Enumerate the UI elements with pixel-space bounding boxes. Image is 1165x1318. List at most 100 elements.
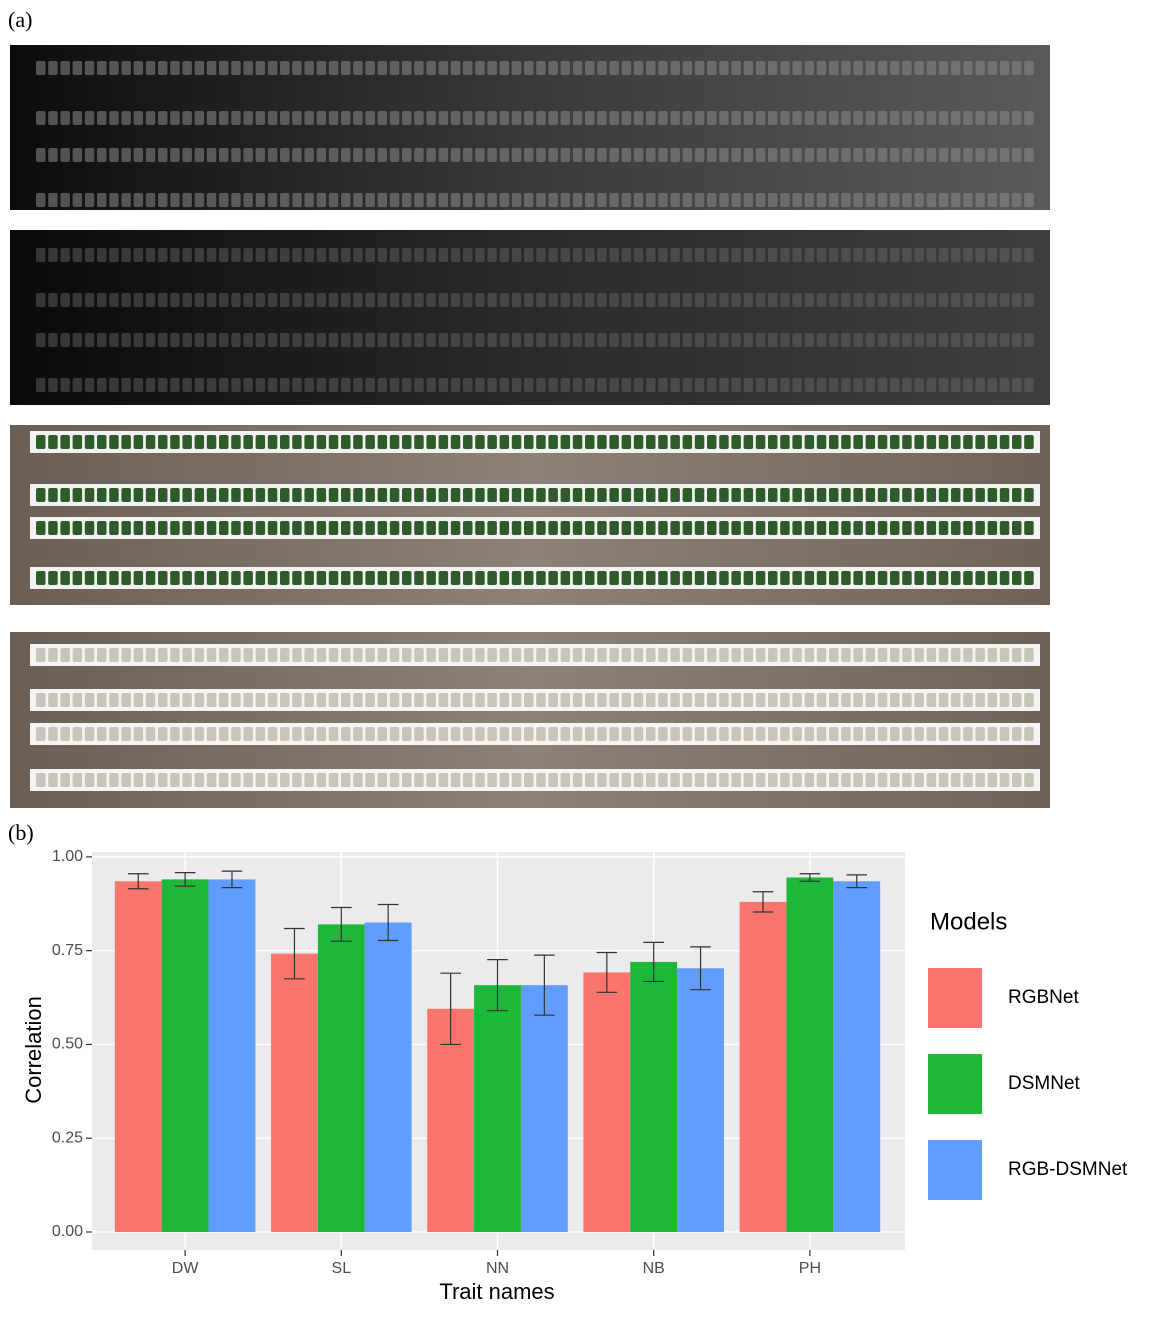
plot-cell — [133, 727, 144, 741]
plot-cell — [316, 435, 327, 449]
plot-cell — [768, 435, 778, 449]
plot-cell — [365, 333, 375, 347]
plot-cell — [951, 727, 961, 741]
plot-cell — [60, 648, 70, 662]
plot-cell — [694, 693, 705, 707]
plot-cell — [182, 148, 192, 162]
plot-cell — [60, 378, 70, 392]
plot-cell — [780, 693, 790, 707]
plot-cell — [426, 148, 436, 162]
plot-cell — [1024, 293, 1034, 307]
plot-cell — [121, 61, 131, 75]
plot-cell — [231, 378, 241, 392]
plot-cell — [365, 193, 375, 207]
plot-cell — [902, 148, 912, 162]
plot-cell — [280, 248, 290, 262]
plot-cell — [145, 61, 156, 75]
plot-cell — [48, 773, 58, 787]
legend-key — [928, 1054, 982, 1114]
plot-cell — [585, 293, 595, 307]
plot-cell — [829, 773, 839, 787]
plot-cell — [853, 488, 863, 502]
plot-cell — [585, 193, 595, 207]
plot-cell — [914, 435, 924, 449]
plot-cell — [463, 61, 473, 75]
plot-cell — [145, 435, 156, 449]
plot-cell — [206, 61, 217, 75]
plot-cell — [707, 333, 717, 347]
panel-label: (b) — [8, 820, 34, 845]
plot-cell — [682, 378, 693, 392]
bar — [583, 972, 631, 1232]
plot-cell — [853, 521, 863, 535]
plot-cell — [926, 148, 937, 162]
plot-cell — [170, 333, 180, 347]
plot-cell — [304, 148, 314, 162]
plot-cell — [731, 333, 741, 347]
plot-cell — [389, 435, 400, 449]
error-bar — [440, 972, 461, 1046]
plot-cell — [633, 293, 644, 307]
plot-cell — [402, 773, 412, 787]
plot-cell — [206, 378, 217, 392]
plot-cell — [365, 648, 375, 662]
plot-cell — [280, 378, 290, 392]
plot-cell — [902, 61, 912, 75]
plot-cell — [951, 193, 961, 207]
plot-cell — [182, 293, 192, 307]
plot-cell — [158, 111, 168, 125]
plot-cell — [694, 773, 705, 787]
plot-cell — [975, 111, 985, 125]
plot-cell — [316, 521, 327, 535]
plot-cell — [597, 727, 607, 741]
plot-cell — [97, 148, 107, 162]
plot-cell — [597, 193, 607, 207]
plot-cell — [304, 435, 314, 449]
plot-cell — [267, 693, 278, 707]
plot-cell — [463, 378, 473, 392]
plot-cell — [243, 148, 253, 162]
plot-cell — [475, 648, 485, 662]
plot-cell — [633, 693, 644, 707]
plot-cell — [267, 148, 278, 162]
plot-cell — [585, 61, 595, 75]
plot-cell — [572, 111, 583, 125]
plot-cell — [938, 773, 949, 787]
plot-cell — [585, 488, 595, 502]
plot-strip — [30, 769, 1040, 791]
plot-cell — [36, 693, 46, 707]
plot-cell — [865, 488, 876, 502]
plot-cell — [682, 61, 693, 75]
plot-cell — [72, 333, 83, 347]
plot-cell — [707, 435, 717, 449]
plot-cell — [121, 293, 131, 307]
plot-cell — [658, 571, 668, 585]
plot-cell — [890, 773, 900, 787]
plot-cell — [585, 333, 595, 347]
plot-cell — [902, 111, 912, 125]
plot-cell — [572, 148, 583, 162]
plot-cell — [609, 148, 619, 162]
plot-cell — [609, 693, 619, 707]
plot-cell — [438, 773, 449, 787]
plot-cell — [414, 727, 424, 741]
plot-cell — [902, 293, 912, 307]
plot-cell — [121, 248, 131, 262]
plot-cell — [731, 248, 741, 262]
plot-cell — [463, 248, 473, 262]
y-tick-label: 1.00 — [52, 848, 83, 865]
plot-cell — [914, 111, 924, 125]
plot-cell — [768, 193, 778, 207]
legend-key — [928, 968, 982, 1028]
plot-cell — [707, 693, 717, 707]
plot-cell — [609, 193, 619, 207]
plot-cell — [231, 521, 241, 535]
plot-cell — [292, 521, 302, 535]
plot-cell — [341, 435, 351, 449]
plot-cell — [841, 648, 851, 662]
plot-cell — [646, 111, 656, 125]
plot-cell — [182, 435, 192, 449]
plot-cell — [475, 693, 485, 707]
plot-cell — [109, 521, 119, 535]
plot-cell — [804, 693, 815, 707]
